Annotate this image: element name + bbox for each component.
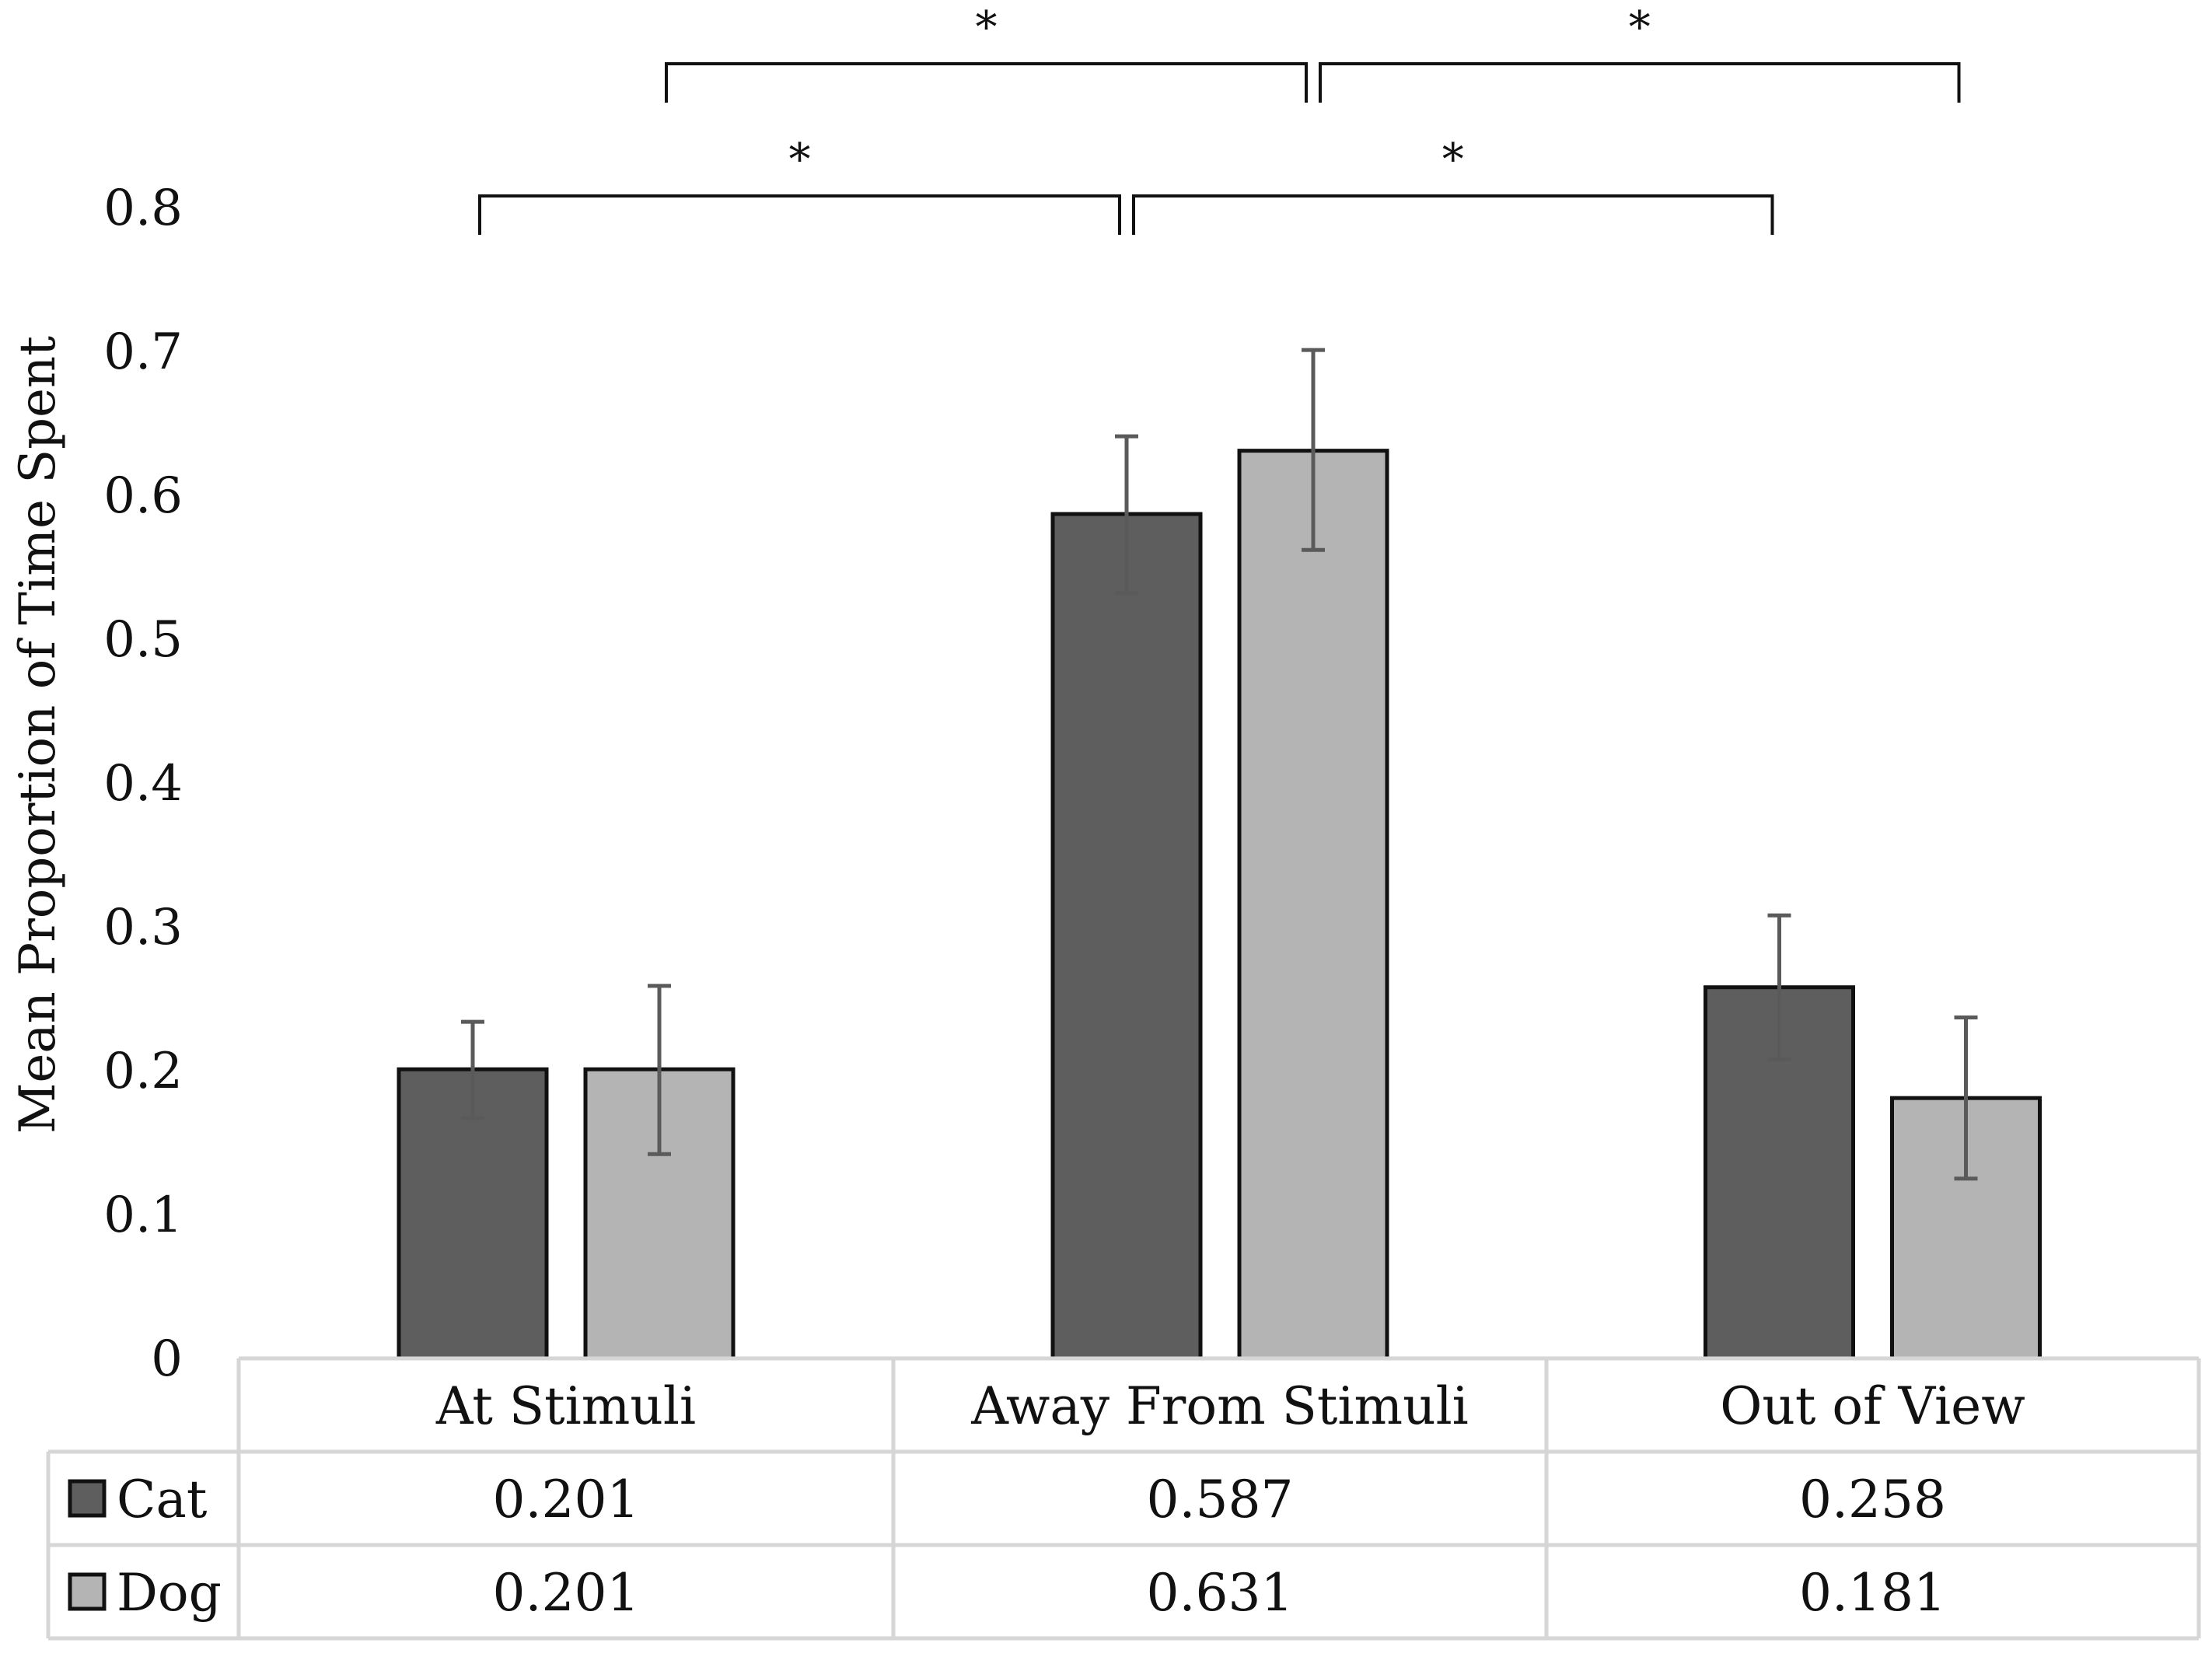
significance-bracket	[478, 194, 1121, 235]
data-label: 0.587	[1147, 1470, 1294, 1529]
significance-marker: *	[1442, 135, 1464, 185]
legend-label: Dog	[117, 1563, 222, 1623]
significance-marker: *	[1629, 2, 1651, 53]
bar-dog-out-of-view	[1890, 1096, 2042, 1361]
data-label: 0.201	[493, 1470, 640, 1529]
bar-dog-away-from-stimuli	[1237, 449, 1389, 1361]
y-tick-label: 0.6	[103, 467, 183, 525]
y-tick-label: 0.1	[103, 1187, 183, 1244]
significance-bracket	[665, 62, 1308, 103]
bars	[397, 449, 2042, 1361]
y-tick-label: 0.8	[103, 180, 183, 237]
significance-bracket	[1319, 62, 1961, 103]
error-bars	[461, 348, 1978, 1181]
significance-marker: *	[976, 2, 998, 53]
y-tick-label: 0.3	[103, 899, 183, 956]
data-label: 0.258	[1799, 1470, 1946, 1529]
legend-swatch-dog	[68, 1572, 107, 1611]
bar-cat-away-from-stimuli	[1050, 512, 1203, 1361]
data-label: 0.631	[1147, 1563, 1294, 1623]
significance-bracket	[1132, 194, 1774, 235]
significance-marker: *	[789, 135, 811, 185]
legend-label: Cat	[117, 1470, 207, 1529]
legend-swatch-cat	[68, 1479, 107, 1518]
y-tick-label: 0.5	[103, 611, 183, 669]
data-label: 0.201	[493, 1563, 640, 1623]
y-axis-ticks: 0 0.1 0.2 0.3 0.4 0.5 0.6 0.7 0.8	[103, 180, 183, 1388]
data-table: At Stimuli Away From Stimuli Out of View Ca…	[46, 1356, 2201, 1641]
data-label: 0.181	[1799, 1563, 1946, 1623]
x-category-label: Out of View	[1720, 1376, 2025, 1436]
significance-brackets: * * * *	[478, 2, 1961, 235]
y-tick-label: 0.7	[103, 323, 183, 381]
y-tick-label: 0	[151, 1330, 183, 1388]
y-tick-label: 0.4	[103, 755, 183, 813]
x-category-label: Away From Stimuli	[970, 1376, 1469, 1436]
y-axis-label: Mean Proportion of Time Spent	[9, 336, 67, 1134]
y-tick-label: 0.2	[103, 1043, 183, 1100]
x-category-label: At Stimuli	[435, 1376, 696, 1436]
